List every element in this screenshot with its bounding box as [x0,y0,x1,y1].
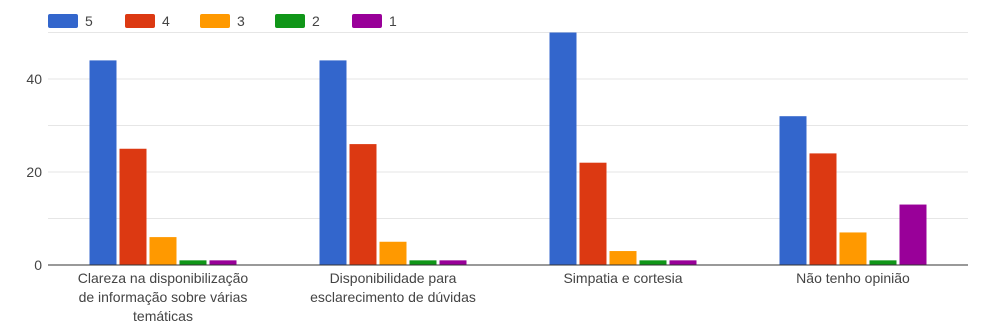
y-tick-label: 0 [34,257,42,273]
bar-series-4-cat-2 [349,144,377,265]
bar-series-4-cat-3 [579,162,607,265]
y-tick-label: 40 [26,71,42,87]
legend-label-5: 5 [85,13,93,29]
legend-swatch-1 [352,14,382,28]
bar-series-5-cat-2 [319,60,347,266]
bar-series-2-cat-3 [639,260,667,265]
x-category-label: de informação sobre várias [79,289,248,305]
x-category-label: Clareza na disponibilização [78,270,249,286]
x-category-label: Não tenho opinião [796,270,910,286]
legend-swatch-5 [48,14,78,28]
bar-series-2-cat-1 [179,260,207,265]
legend: 5 4 3 2 1 [48,13,397,29]
bar-series-3-cat-2 [379,241,407,265]
x-category-label: Disponibilidade para [330,270,457,286]
bar-series-3-cat-1 [149,237,177,265]
legend-label-2: 2 [312,13,320,29]
legend-swatch-3 [200,14,230,28]
bar-series-2-cat-2 [409,260,437,265]
bar-series-1-cat-1 [209,260,237,265]
bar-series-5-cat-1 [89,60,117,266]
legend-label-4: 4 [162,13,170,29]
bar-series-1-cat-2 [439,260,467,265]
x-category-label: temáticas [133,308,193,324]
bar-series-2-cat-4 [869,260,897,265]
bar-series-4-cat-1 [119,148,147,265]
bar-series-3-cat-3 [609,251,637,265]
axis-layer: 0 20 40 Clareza na disponibilização de infor… [26,71,968,324]
bar-series-5-cat-3 [549,32,577,265]
x-category-label: Simpatia e cortesia [563,270,682,286]
bars-layer [89,32,927,266]
bar-series-4-cat-4 [809,153,837,265]
bar-series-5-cat-4 [779,116,807,265]
legend-label-1: 1 [389,13,397,29]
y-tick-label: 20 [26,164,42,180]
legend-label-3: 3 [237,13,245,29]
bar-series-1-cat-3 [669,260,697,265]
bar-series-3-cat-4 [839,232,867,265]
legend-swatch-2 [275,14,305,28]
bar-series-1-cat-4 [899,204,927,265]
x-category-label: esclarecimento de dúvidas [310,289,476,305]
legend-swatch-4 [125,14,155,28]
